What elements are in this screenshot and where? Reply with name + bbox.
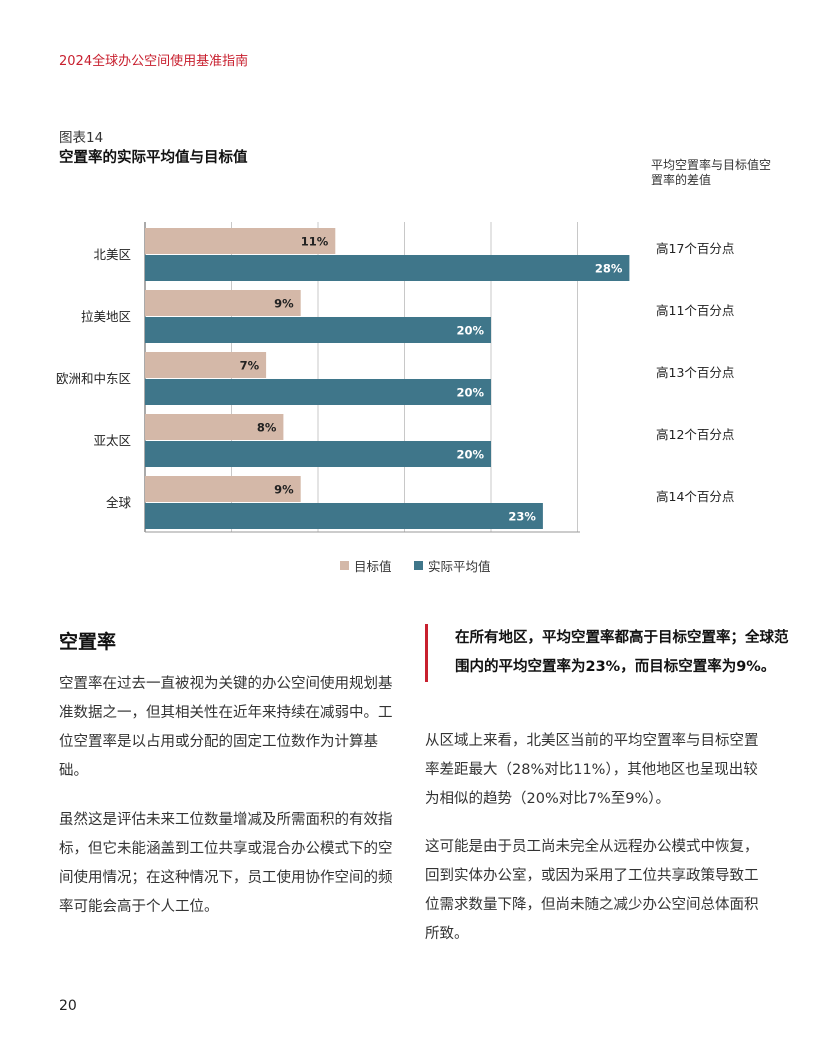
section-title: 空置率 [59,631,117,653]
category-label: 全球 [106,495,132,510]
target-bar-label: 8% [257,421,277,435]
figure-label: 图表14 [59,130,104,146]
actual-bar [145,441,491,467]
actual-bar-label: 20% [456,448,484,462]
document-header: 2024全球办公空间使用基准指南 [59,54,249,69]
paragraph-4: 这可能是由于员工尚未完全从远程办公模式中恢复，回到实体办公室，或因为采用了工位共… [425,839,759,942]
difference-label: 高11个百分点 [656,303,735,318]
legend-actual-swatch [414,561,423,570]
target-bar [145,352,267,378]
difference-label: 高14个百分点 [656,489,735,504]
category-label: 欧洲和中东区 [56,371,131,386]
pull-quote: 在所有地区，平均空置率都高于目标空置率；全球范围内的平均空置率为23%，而目标空… [425,624,795,682]
paragraph-2: 虽然这是评估未来工位数量增减及所需面积的有效指标，但它未能涵盖到工位共享或混合办… [59,812,393,915]
page-number: 20 [59,998,77,1014]
legend-actual-label: 实际平均值 [428,559,491,574]
vacancy-bar-chart: 北美区 11% 28% 拉美地区 9% 20% 欧洲和中东区 7% 20% 亚太区 8% 20% 全球 9… [56,222,630,533]
actual-bar-label: 23% [508,510,536,524]
paragraph-1: 空置率在过去一直被视为关键的办公空间使用规划基准数据之一，但其相关性在近年来持续… [59,676,393,779]
target-bar-label: 11% [301,235,329,249]
target-bar [145,290,301,316]
paragraph-3: 从区域上来看，北美区当前的平均空置率与目标空置率差距最大（28%对比11%），其… [425,733,759,807]
difference-label: 高17个百分点 [656,241,735,256]
difference-column-header: 平均空置率与目标值空置率的差值 [651,158,772,187]
actual-bar-label: 20% [456,324,484,338]
target-bar-label: 9% [274,297,294,311]
actual-bar [145,503,543,529]
actual-bar [145,317,491,343]
target-bar [145,414,284,440]
actual-bar-label: 28% [595,262,623,276]
category-label: 北美区 [93,247,131,262]
legend-target: 目标值 [340,556,392,575]
target-bar [145,476,301,502]
legend-target-label: 目标值 [354,559,392,574]
target-bar-label: 9% [274,483,294,497]
actual-bar [145,379,491,405]
category-label: 拉美地区 [81,309,131,324]
actual-bar-label: 20% [456,386,484,400]
target-bar-label: 7% [240,359,260,373]
legend-actual: 实际平均值 [414,556,491,575]
legend-target-swatch [340,561,349,570]
target-bar [145,228,336,254]
difference-label: 高12个百分点 [656,427,735,442]
actual-bar [145,255,630,281]
figure-title: 空置率的实际平均值与目标值 [59,150,248,166]
category-label: 亚太区 [93,433,131,448]
difference-label: 高13个百分点 [656,365,735,380]
